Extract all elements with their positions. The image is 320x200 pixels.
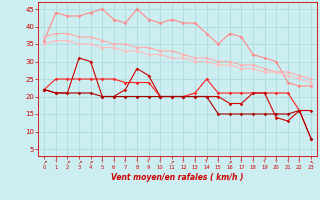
X-axis label: Vent moyen/en rafales ( km/h ): Vent moyen/en rafales ( km/h )	[111, 173, 244, 182]
